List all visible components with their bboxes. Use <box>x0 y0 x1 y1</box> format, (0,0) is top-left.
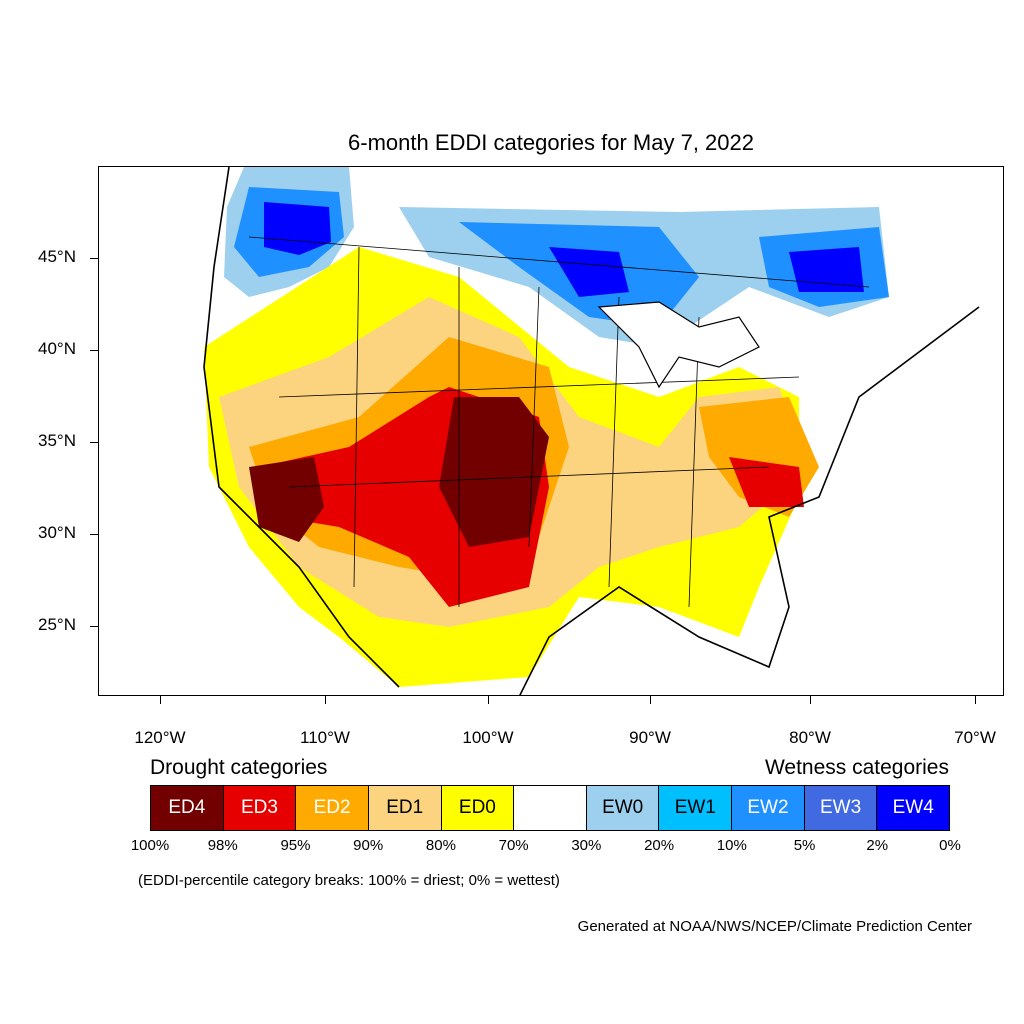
legend-color-bar: ED4 ED3 ED2 ED1 ED0 EW0 EW1 EW2 EW3 EW4 <box>150 785 950 831</box>
legend-break-label: 20% <box>644 837 675 854</box>
wet-maine-ew4 <box>789 247 864 292</box>
legend-break-label: 90% <box>353 837 384 854</box>
legend-break-label: 100% <box>130 837 170 854</box>
lon-label-70w: 70°W <box>954 728 996 747</box>
legend-break-label: 95% <box>280 837 311 854</box>
legend-swatch-ed2: ED2 <box>296 786 369 830</box>
lat-label-25n: 25°N <box>38 615 76 634</box>
legend-break-label: 10% <box>716 837 747 854</box>
legend-swatch-ew2: EW2 <box>732 786 805 830</box>
legend-break-label: 80% <box>425 837 456 854</box>
lat-label-40n: 40°N <box>38 339 76 358</box>
lat-tick <box>90 534 98 535</box>
legend-swatch-normal <box>514 786 587 830</box>
lon-tick <box>650 696 651 704</box>
legend-swatch-ew3: EW3 <box>804 786 878 830</box>
lon-label-90w: 90°W <box>629 728 671 747</box>
legend-break-label: 2% <box>866 837 889 854</box>
lat-tick <box>90 258 98 259</box>
lon-tick <box>975 696 976 704</box>
lon-label-80w: 80°W <box>789 728 831 747</box>
lon-label-120w: 120°W <box>134 728 186 747</box>
legend-break-label: 5% <box>793 837 816 854</box>
map-plot-area <box>98 166 1004 696</box>
great-lakes <box>597 301 760 389</box>
lat-label-35n: 35°N <box>38 431 76 450</box>
drought-categories-heading: Drought categories <box>150 756 328 779</box>
credit-line: Generated at NOAA/NWS/NCEP/Climate Predi… <box>577 918 972 935</box>
legend-swatch-ew1: EW1 <box>659 786 733 830</box>
legend-swatch-ed0: ED0 <box>441 786 515 830</box>
category-breaks-note: (EDDI-percentile category breaks: 100% =… <box>138 872 560 889</box>
legend-break-label: 30% <box>571 837 602 854</box>
legend-swatch-ed1: ED1 <box>368 786 442 830</box>
lon-label-100w: 100°W <box>462 728 514 747</box>
lon-tick <box>488 696 489 704</box>
wetness-categories-heading: Wetness categories <box>764 756 949 779</box>
lat-tick <box>90 626 98 627</box>
lat-tick <box>90 350 98 351</box>
coastline <box>203 167 980 695</box>
drought-ed3-carolinas <box>729 457 804 507</box>
drought-ed4-plains <box>439 397 549 547</box>
lon-tick <box>160 696 161 704</box>
lat-label-30n: 30°N <box>38 523 76 542</box>
legend-break-label: 70% <box>498 837 529 854</box>
lat-tick <box>90 442 98 443</box>
legend-break-label: 0% <box>939 837 961 854</box>
lat-label-45n: 45°N <box>38 247 76 266</box>
lon-tick <box>810 696 811 704</box>
lon-tick <box>325 696 326 704</box>
wet-minnesota-ew4 <box>549 247 629 297</box>
legend-swatch-ed3: ED3 <box>223 786 297 830</box>
legend-swatch-ed4: ED4 <box>151 786 224 830</box>
legend-swatch-ew4: EW4 <box>877 786 950 830</box>
legend-swatch-ew0: EW0 <box>586 786 660 830</box>
map-canvas <box>203 167 980 695</box>
legend-break-label: 98% <box>207 837 238 854</box>
map-title: 6-month EDDI categories for May 7, 2022 <box>348 130 754 155</box>
state-borders <box>248 236 870 608</box>
drought-ed4-southwest <box>249 457 324 542</box>
lon-label-110w: 110°W <box>300 728 350 747</box>
wet-northwest-ew4 <box>264 202 331 255</box>
